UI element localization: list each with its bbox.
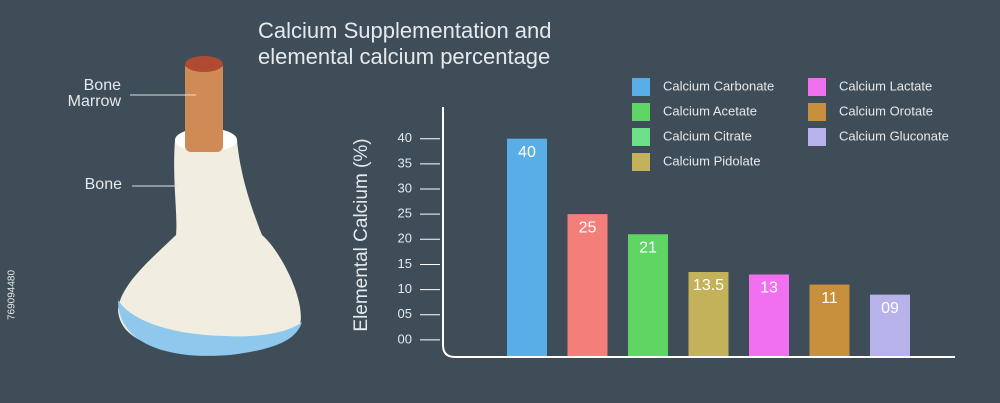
bar (507, 138, 547, 356)
y-tick-label: 10 (398, 281, 412, 296)
marrow-top (185, 56, 223, 72)
bar (809, 284, 850, 356)
value-label: 11 (821, 290, 838, 307)
bone-illustration: Bone Marrow Bone (68, 56, 302, 356)
value-label: 13 (760, 280, 778, 297)
legend-label: Calcium Carbonate (663, 78, 774, 93)
value-label: 40 (518, 144, 536, 161)
value-label: 21 (639, 239, 657, 256)
legend-swatch (808, 128, 826, 146)
y-axis-label: Elemental Calcium (%) (351, 138, 372, 331)
legend-label: Calcium Orotate (839, 103, 933, 118)
label: Marrow (68, 93, 122, 110)
bar (870, 294, 910, 356)
bar (628, 234, 668, 356)
legend-label: Calcium Pidolate (663, 153, 761, 168)
y-tick-label: 25 (398, 206, 412, 221)
label: Bone (84, 77, 121, 94)
chart-title: Calcium Supplementation and (258, 18, 552, 43)
chart-title: elemental calcium percentage (258, 44, 550, 69)
value-label: 25 (579, 219, 597, 236)
legend-swatch (632, 128, 650, 146)
legend-swatch (632, 153, 650, 171)
y-tick-label: 30 (398, 180, 412, 195)
image-id: 769094480 (7, 270, 18, 320)
legend-label: Calcium Acetate (663, 103, 757, 118)
legend-swatch (632, 103, 650, 121)
legend-swatch (808, 78, 826, 96)
value-label: 09 (881, 300, 899, 317)
bar (688, 271, 729, 356)
value-label: 13.5 (693, 277, 724, 294)
y-tick-label: 40 (398, 130, 412, 145)
axis (442, 107, 955, 358)
y-tick-label: 35 (398, 155, 412, 170)
legend-label: Calcium Gluconate (839, 128, 949, 143)
cartilage (118, 300, 302, 356)
bar (567, 214, 608, 356)
y-tick-label: 20 (398, 231, 412, 246)
legend-swatch (632, 78, 650, 96)
legend-swatch (808, 103, 826, 121)
bone-shape (118, 140, 301, 352)
bar (749, 274, 789, 356)
y-tick-label: 15 (398, 256, 412, 271)
legend-label: Calcium Lactate (839, 78, 932, 93)
y-tick-label: 00 (398, 331, 412, 346)
legend-label: Calcium Citrate (663, 128, 752, 143)
marrow-rod (185, 62, 223, 152)
y-tick-label: 05 (398, 306, 412, 321)
label: Bone (85, 176, 122, 193)
